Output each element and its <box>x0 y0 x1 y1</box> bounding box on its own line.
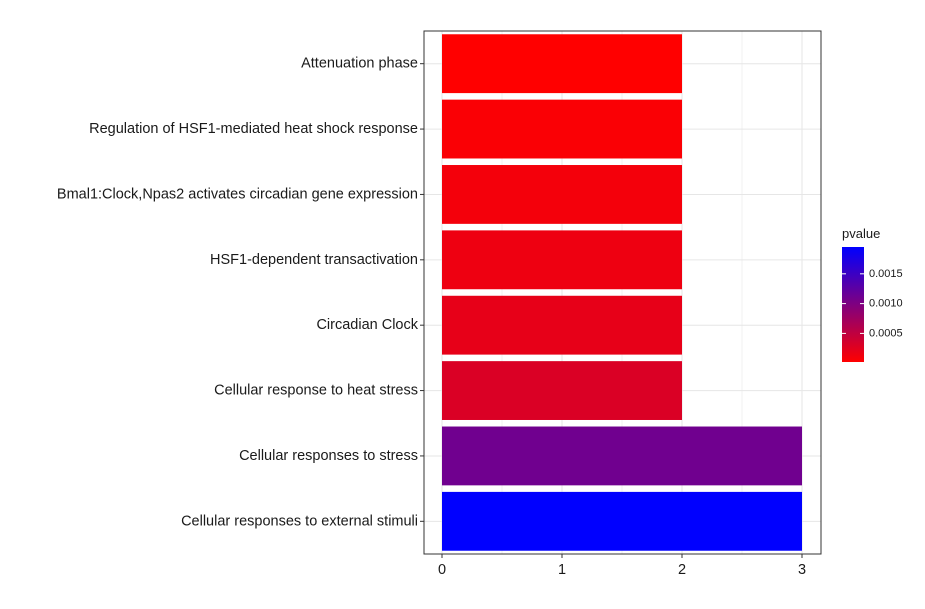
category-label: Circadian Clock <box>316 317 418 333</box>
legend-colorbar <box>842 247 864 362</box>
category-label: Attenuation phase <box>301 56 418 72</box>
category-label: Regulation of HSF1-mediated heat shock r… <box>89 121 418 137</box>
category-label: Cellular responses to external stimuli <box>181 513 418 529</box>
category-label: Bmal1:Clock,Npas2 activates circadian ge… <box>57 186 418 202</box>
category-label: HSF1-dependent transactivation <box>210 252 418 268</box>
plot-panel-border <box>423 30 822 555</box>
x-tick-label: 0 <box>438 562 446 578</box>
bar <box>442 99 682 159</box>
legend-title: pvalue <box>842 226 880 241</box>
x-axis-ticks: 0 1 2 3 <box>438 554 806 578</box>
category-label: Cellular responses to stress <box>239 448 418 464</box>
bar <box>442 230 682 290</box>
pvalue-legend: pvalue 0.0005 0.0010 0.0015 <box>842 226 903 362</box>
bar <box>442 34 682 94</box>
category-labels: Attenuation phase Regulation of HSF1-medi… <box>57 56 424 529</box>
bar <box>442 426 802 486</box>
category-label: Cellular response to heat stress <box>214 383 418 399</box>
bar <box>442 361 682 420</box>
x-tick-label: 2 <box>678 562 686 578</box>
legend-tick-label: 0.0005 <box>869 327 903 339</box>
legend-tick-label: 0.0015 <box>869 268 903 280</box>
bar <box>442 295 682 355</box>
x-tick-label: 1 <box>558 562 566 578</box>
x-tick-label: 3 <box>798 562 806 578</box>
bars <box>442 34 802 551</box>
legend-tick-label: 0.0010 <box>869 298 903 310</box>
bar <box>442 165 682 224</box>
bar <box>442 491 802 551</box>
